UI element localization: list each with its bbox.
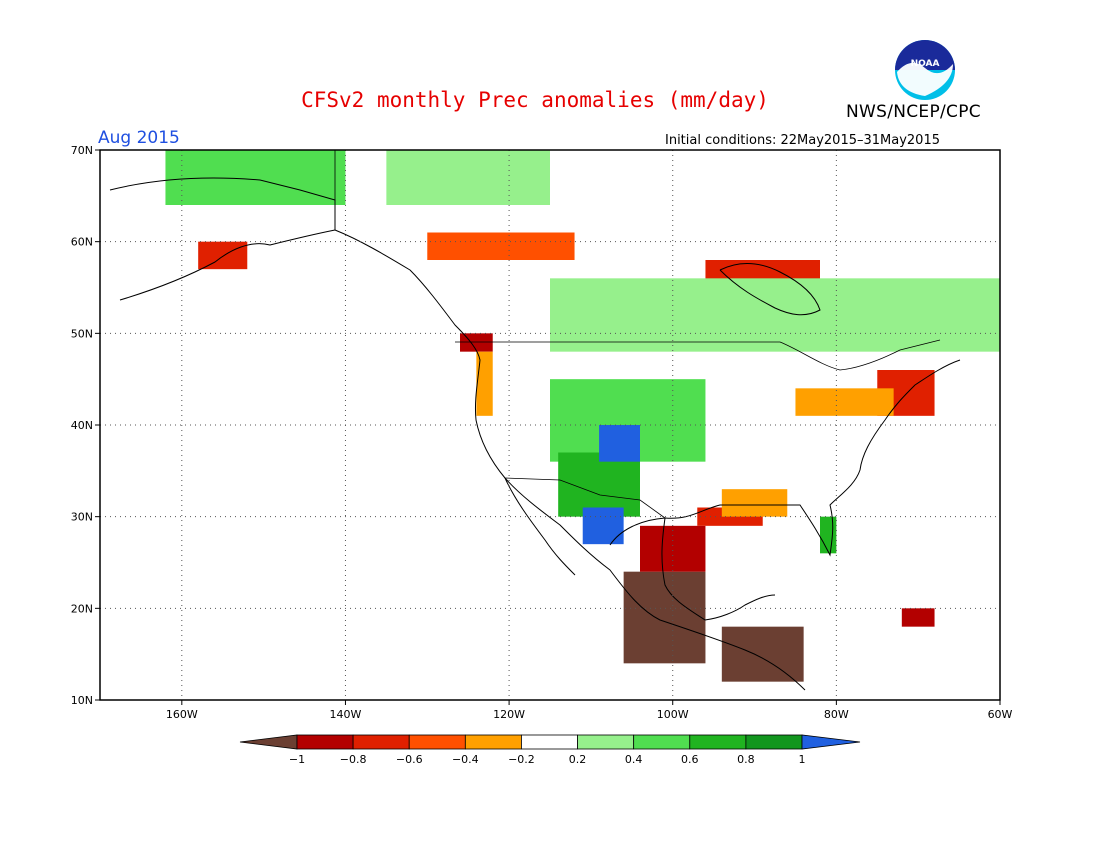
svg-text:NOAA: NOAA: [911, 59, 940, 69]
colorbar-segment: [689, 734, 747, 750]
colorbar-segment: [633, 734, 691, 750]
anomaly-arctic-wet: [386, 150, 550, 205]
anomaly-alaska-north-wet: [165, 150, 346, 205]
colorbar-label: −0.8: [340, 753, 367, 766]
colorbar-segment: [745, 734, 803, 750]
lat-tick-label: 20N: [71, 602, 93, 615]
political-borders: [334, 150, 941, 519]
anomaly-texas-coast-dry: [640, 525, 706, 572]
anomaly-great-lakes-dry: [795, 388, 894, 416]
anomaly-west-coast-dry: [476, 351, 493, 416]
colorbar-segment: [408, 734, 466, 750]
lon-tick-label: 80W: [824, 708, 849, 721]
map-title: CFSv2 monthly Prec anomalies (mm/day): [301, 88, 769, 112]
valid-month-label: Aug 2015: [98, 128, 180, 148]
lon-tick-label: 120W: [493, 708, 525, 721]
lon-tick-label: 100W: [657, 708, 689, 721]
anomaly-pacific-nw-dry: [460, 333, 493, 352]
lat-tick-label: 40N: [71, 419, 93, 432]
anomaly-southwest-wet: [558, 452, 640, 517]
baja-coastline: [504, 477, 576, 576]
colorbar-label: 0.2: [569, 753, 587, 766]
colorbar-label: 0.4: [625, 753, 643, 766]
colorbar-low-arrow: [239, 734, 298, 750]
colorbar-segment: [577, 734, 635, 750]
colorbar-label: 0.8: [737, 753, 755, 766]
lat-tick-label: 10N: [71, 694, 93, 707]
anomaly-caribbean-dry: [901, 608, 935, 627]
anomaly-mexico-dry: [623, 571, 706, 664]
axis-labels: 160W 140W 120W 100W 80W 60W 70N 60N 50N 40N 30N 20N…: [71, 144, 1013, 721]
lat-lon-grid: [100, 150, 1000, 700]
lat-tick-label: 30N: [71, 511, 93, 524]
noaa-logo: NOAA: [895, 40, 955, 100]
lon-tick-label: 60W: [988, 708, 1013, 721]
anomaly-sierra-madre-wet: [582, 507, 624, 545]
lat-tick-label: 70N: [71, 144, 93, 157]
colorbar-high-arrow: [801, 734, 861, 750]
colorbar-segment: [464, 734, 522, 750]
mexico-east-coastline: [661, 517, 776, 621]
gulf-coastline: [609, 359, 961, 557]
anomaly-colorado-wet: [599, 425, 640, 462]
anomaly-southeast-dry: [721, 489, 788, 517]
lon-tick-label: 140W: [330, 708, 362, 721]
colorbar-label: −1: [289, 753, 305, 766]
colorbar-label: 0.6: [681, 753, 699, 766]
agency-label: NWS/NCEP/CPC: [846, 102, 981, 122]
canada-us-border: [334, 150, 941, 371]
colorbar-label: 1: [799, 753, 806, 766]
colorbar-label: −0.6: [396, 753, 423, 766]
lat-tick-label: 60N: [71, 236, 93, 249]
colorbar-segment: [296, 734, 354, 750]
colorbar-label: −0.4: [452, 753, 479, 766]
initial-conditions-label: Initial conditions: 22May2015–31May2015: [665, 133, 940, 148]
colorbar-segment: [352, 734, 410, 750]
colorbar-segment: [521, 734, 578, 750]
us-mexico-border: [504, 477, 666, 519]
lon-tick-label: 160W: [166, 708, 198, 721]
anomaly-alaska-dry: [198, 241, 248, 270]
anomaly-florida-wet: [820, 516, 837, 554]
hudson-bay-coastline: [719, 262, 821, 316]
anomaly-shading: [165, 150, 1000, 682]
colorbar-label: −0.2: [508, 753, 535, 766]
colorbar: −1 −0.8 −0.6 −0.4 −0.2 0.2 0.4 0.6 0.8 1: [239, 734, 861, 766]
lat-tick-label: 50N: [71, 327, 93, 340]
anomaly-central-america-dry: [721, 626, 804, 682]
alaska-coastline: [109, 177, 336, 301]
anomaly-canada-north-wet: [550, 278, 1000, 352]
anomaly-canada-dry: [427, 232, 575, 260]
